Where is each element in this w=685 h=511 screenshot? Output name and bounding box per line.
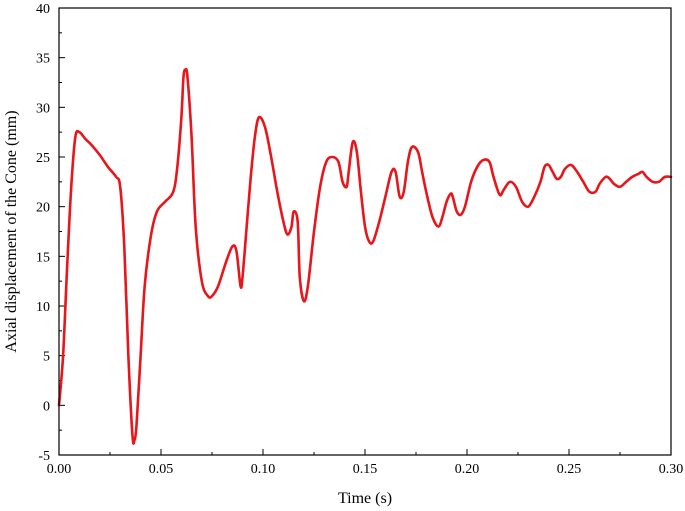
x-tick-label: 0.00 — [47, 462, 72, 477]
y-tick-label: 15 — [36, 250, 50, 265]
y-tick-label: 5 — [43, 350, 50, 365]
y-tick-label: 10 — [36, 300, 50, 315]
y-tick-label: 40 — [36, 2, 50, 17]
x-tick-label: 0.05 — [149, 462, 174, 477]
y-tick-label: -5 — [38, 449, 50, 464]
y-tick-label: 35 — [36, 52, 50, 67]
y-tick-label: 0 — [43, 399, 50, 414]
y-axis-title: Axial displacement of the Cone (mm) — [3, 110, 20, 352]
plot-frame — [58, 7, 672, 456]
y-tick-label: 25 — [36, 151, 50, 166]
x-tick-label: 0.10 — [251, 462, 276, 477]
series-line — [57, 67, 673, 445]
x-tick-label: 0.25 — [557, 462, 582, 477]
x-tick-label: 0.20 — [455, 462, 480, 477]
x-axis-title: Time (s) — [338, 490, 392, 507]
x-tick-label: 0.30 — [659, 462, 684, 477]
y-tick-label: 30 — [36, 101, 50, 116]
y-tick-label: 20 — [36, 201, 50, 216]
x-tick-label: 0.15 — [353, 462, 378, 477]
